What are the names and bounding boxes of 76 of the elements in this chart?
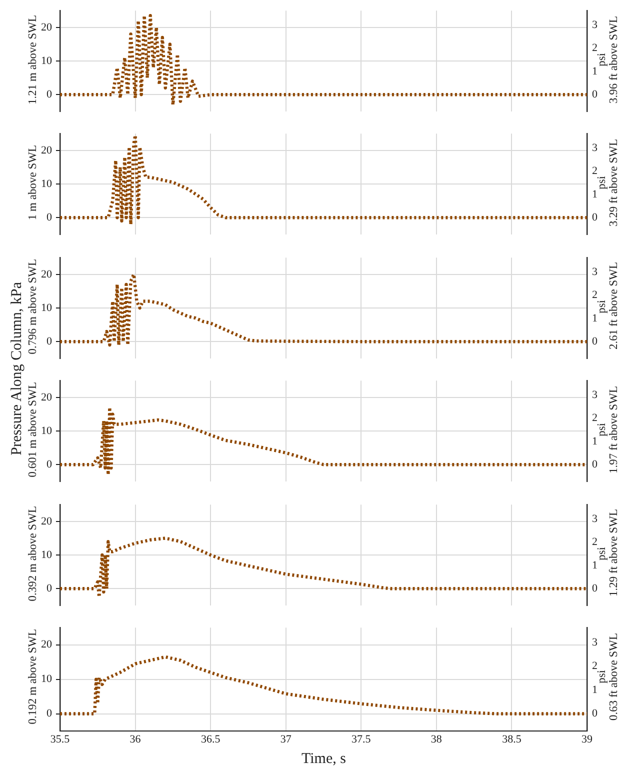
text: 1.29 ft above SWL [608, 509, 620, 597]
y-tick-label: 20 [41, 391, 52, 404]
line-series [60, 272, 587, 346]
y2-tick-label: 0 [592, 212, 598, 224]
x-tick-label: 35.5 [50, 733, 70, 746]
y2-tick-label: 1 [592, 684, 598, 696]
y2-axis-title: psi [596, 300, 608, 314]
y-axis-title: 1.21 m above SWL [27, 15, 40, 104]
y2-axis-title: psi [596, 176, 608, 190]
x-axis-title: Time, s [302, 751, 346, 767]
y2-tick-label: 3 [592, 142, 598, 154]
y-axis-title: 0.796 m above SWL [27, 258, 40, 354]
line-series [60, 655, 587, 716]
x-tick-label: 38.5 [502, 733, 522, 746]
y2-tick-label: 1 [592, 65, 598, 78]
x-tick-label: 39 [582, 733, 593, 746]
y-tick-label: 0 [46, 335, 52, 348]
y2-tick-label: 1 [592, 436, 598, 448]
y-tick-label: 0 [46, 458, 52, 471]
y-tick-label: 10 [41, 54, 52, 67]
y-tick-label: 10 [41, 673, 52, 686]
y-tick-label: 0 [46, 708, 52, 720]
y2-tick-label: 0 [592, 708, 598, 720]
x-tick-label: 37 [280, 733, 292, 746]
y-tick-label: 20 [41, 268, 52, 280]
y-tick-label: 20 [41, 21, 52, 34]
line-series [60, 406, 587, 476]
y2-tick-label: 2 [592, 536, 598, 548]
y-axis-title: 1 m above SWL [27, 145, 40, 220]
y-tick-label: 10 [41, 302, 52, 314]
y2-tick-label: 1 [592, 558, 598, 571]
y2-tick-label: 3 [592, 266, 598, 278]
y2-axis-title: psi [596, 546, 608, 560]
x-tick-label: 36.5 [200, 733, 221, 746]
y2-tick-label: 1 [592, 188, 598, 201]
y2-axis-title: psi [596, 423, 608, 437]
y2-tick-label: 2 [592, 660, 598, 672]
line-series [60, 14, 587, 106]
line-series [60, 134, 587, 226]
x-tick-label: 36 [130, 733, 142, 746]
y2-tick-label: 3 [592, 389, 598, 402]
text: 0.63 ft above SWL [608, 632, 620, 720]
y2-axis-title: psi [596, 670, 608, 684]
y2-tick-label: 1 [592, 312, 598, 324]
y2-tick-label: 0 [592, 582, 598, 594]
y-tick-label: 0 [46, 88, 52, 100]
x-tick-label: 38 [430, 733, 442, 746]
y-tick-label: 10 [41, 425, 52, 438]
y-tick-label: 10 [41, 548, 52, 560]
y-tick-label: 20 [41, 144, 52, 157]
y-tick-label: 0 [46, 212, 52, 224]
text: Pressure Along Column, kPa [8, 282, 24, 455]
y2-tick-label: 3 [592, 18, 598, 31]
text: 2.61 ft above SWL [608, 262, 620, 350]
y2-tick-label: 2 [592, 412, 598, 424]
y2-tick-label: 0 [592, 88, 598, 100]
y2-tick-label: 2 [592, 288, 598, 301]
line-series [60, 536, 587, 598]
y2-axis-title: psi [596, 53, 608, 66]
y2-tick-label: 3 [592, 636, 598, 648]
y-tick-label: 10 [41, 178, 52, 190]
x-tick-label: 37.5 [352, 733, 372, 746]
y2-tick-label: 3 [592, 512, 598, 525]
y-tick-label: 20 [41, 514, 52, 527]
text: 1.97 ft above SWL [608, 386, 620, 474]
y-axis-title: 0.192 m above SWL [27, 629, 40, 724]
text: 3.96 ft above SWL [608, 16, 620, 104]
y2-tick-label: 2 [592, 166, 598, 178]
y-tick-label: 20 [41, 638, 52, 651]
text: 3.29 ft above SWL [608, 138, 620, 226]
y2-tick-label: 2 [592, 42, 598, 54]
y2-tick-label: 0 [592, 335, 598, 348]
y2-tick-label: 0 [592, 458, 598, 471]
y-tick-label: 0 [46, 582, 52, 594]
y-axis-title: 0.392 m above SWL [27, 506, 40, 601]
y-axis-title: 0.601 m above SWL [27, 382, 40, 478]
